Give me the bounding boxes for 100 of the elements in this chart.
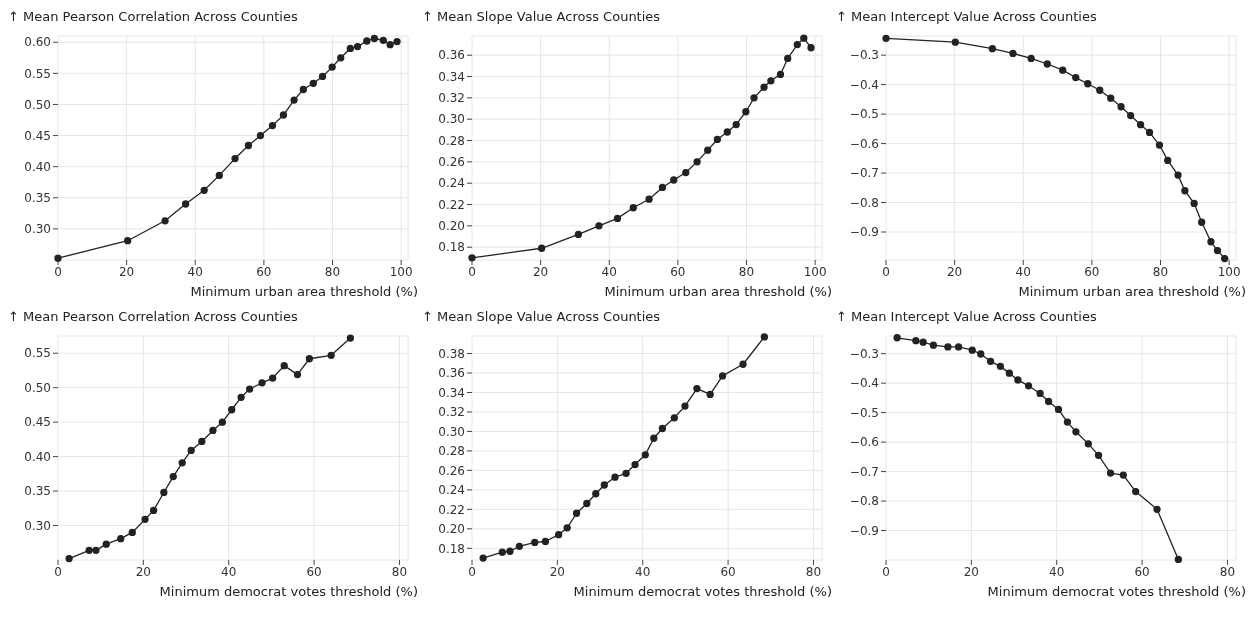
point [988, 45, 997, 53]
x-tick-label: 20 [946, 264, 963, 279]
point [468, 254, 476, 262]
x-tick-label: 80 [805, 564, 822, 579]
point [1005, 369, 1013, 377]
x-tick-label: 60 [720, 564, 736, 579]
point [645, 195, 653, 203]
point [1024, 382, 1033, 390]
point [1054, 405, 1063, 414]
point [169, 472, 177, 481]
point [54, 254, 62, 262]
y-tick-label: −0.3 [849, 346, 879, 361]
point [919, 338, 927, 346]
x-axis-title: Minimum urban area threshold (%) [190, 284, 418, 299]
point [704, 146, 712, 154]
point [293, 370, 302, 379]
x-tick-label: 40 [221, 564, 237, 579]
x-tick-label: 80 [1152, 264, 1169, 279]
point [269, 374, 277, 382]
x-tick-label: 20 [118, 264, 135, 279]
x-tick-label: 60 [670, 264, 686, 279]
point [631, 460, 639, 469]
point [117, 534, 125, 543]
point [268, 121, 277, 130]
point [1106, 469, 1115, 477]
point [613, 214, 622, 223]
x-tick-label: 60 [306, 564, 322, 579]
point [682, 168, 690, 177]
x-axis-title: Minimum democrat votes threshold (%) [987, 584, 1246, 599]
point [231, 154, 239, 163]
x-tick-label: 100 [389, 264, 413, 279]
y-tick-label: 0.45 [24, 128, 51, 143]
point [574, 230, 583, 239]
x-tick-label: 40 [1015, 264, 1031, 279]
point [1136, 121, 1145, 129]
point [363, 37, 371, 45]
point [658, 424, 667, 433]
x-axis-title: Minimum democrat votes threshold (%) [573, 584, 832, 599]
point [379, 36, 387, 45]
y-tick-label: 0.36 [438, 48, 465, 63]
point [299, 85, 307, 94]
point [160, 488, 168, 497]
point [650, 434, 658, 442]
y-tick-label: 0.50 [24, 380, 51, 395]
point [622, 469, 630, 477]
y-axis-title: ↑ Mean Slope Value Across Counties [422, 8, 662, 26]
point [996, 362, 1005, 371]
x-tick-label: 20 [135, 564, 152, 579]
point [600, 481, 608, 489]
y-tick-label: 0.36 [438, 366, 465, 381]
point [893, 334, 901, 342]
point [807, 44, 815, 52]
point [1036, 389, 1044, 398]
point [305, 355, 314, 363]
point [793, 40, 801, 49]
point [739, 360, 747, 368]
y-tick-label: 0.35 [24, 484, 51, 499]
y-tick-label: −0.8 [849, 195, 879, 210]
point [882, 34, 890, 43]
y-tick-label: −0.7 [849, 166, 879, 181]
y-tick-label: −0.6 [849, 435, 879, 450]
point [187, 446, 195, 455]
point [290, 96, 298, 104]
point [1009, 49, 1017, 58]
point [479, 554, 487, 562]
point [280, 361, 288, 370]
point [149, 506, 158, 515]
x-tick-label: 0 [882, 264, 890, 279]
x-axis-title: Minimum urban area threshold (%) [1018, 284, 1246, 299]
point [1221, 254, 1229, 263]
point [1063, 418, 1072, 426]
point [555, 531, 563, 539]
x-tick-label: 80 [324, 264, 341, 279]
point [1084, 80, 1092, 88]
y-axis-title: ↑ Mean Intercept Value Across Counties [836, 308, 1098, 326]
point [1207, 238, 1215, 246]
y-tick-label: 0.35 [24, 191, 51, 206]
point [65, 554, 73, 563]
point [531, 538, 539, 547]
point [693, 384, 701, 393]
point [1014, 376, 1022, 384]
point [760, 83, 768, 91]
point [353, 42, 362, 51]
x-tick-label: 40 [601, 264, 617, 279]
point [256, 131, 265, 140]
point [723, 128, 731, 136]
point [1119, 471, 1127, 479]
point [215, 171, 223, 180]
point [1164, 156, 1172, 165]
y-tick-label: 0.30 [438, 112, 465, 127]
y-axis-title: ↑ Mean Pearson Correlation Across Counties [8, 308, 299, 326]
point [1127, 111, 1135, 120]
point [732, 120, 740, 129]
point [1174, 171, 1182, 179]
point [370, 34, 379, 43]
y-tick-label: −0.4 [849, 77, 879, 92]
y-tick-label: 0.30 [438, 424, 465, 439]
y-tick-label: −0.6 [849, 136, 879, 151]
point [658, 183, 667, 192]
point [718, 372, 727, 380]
